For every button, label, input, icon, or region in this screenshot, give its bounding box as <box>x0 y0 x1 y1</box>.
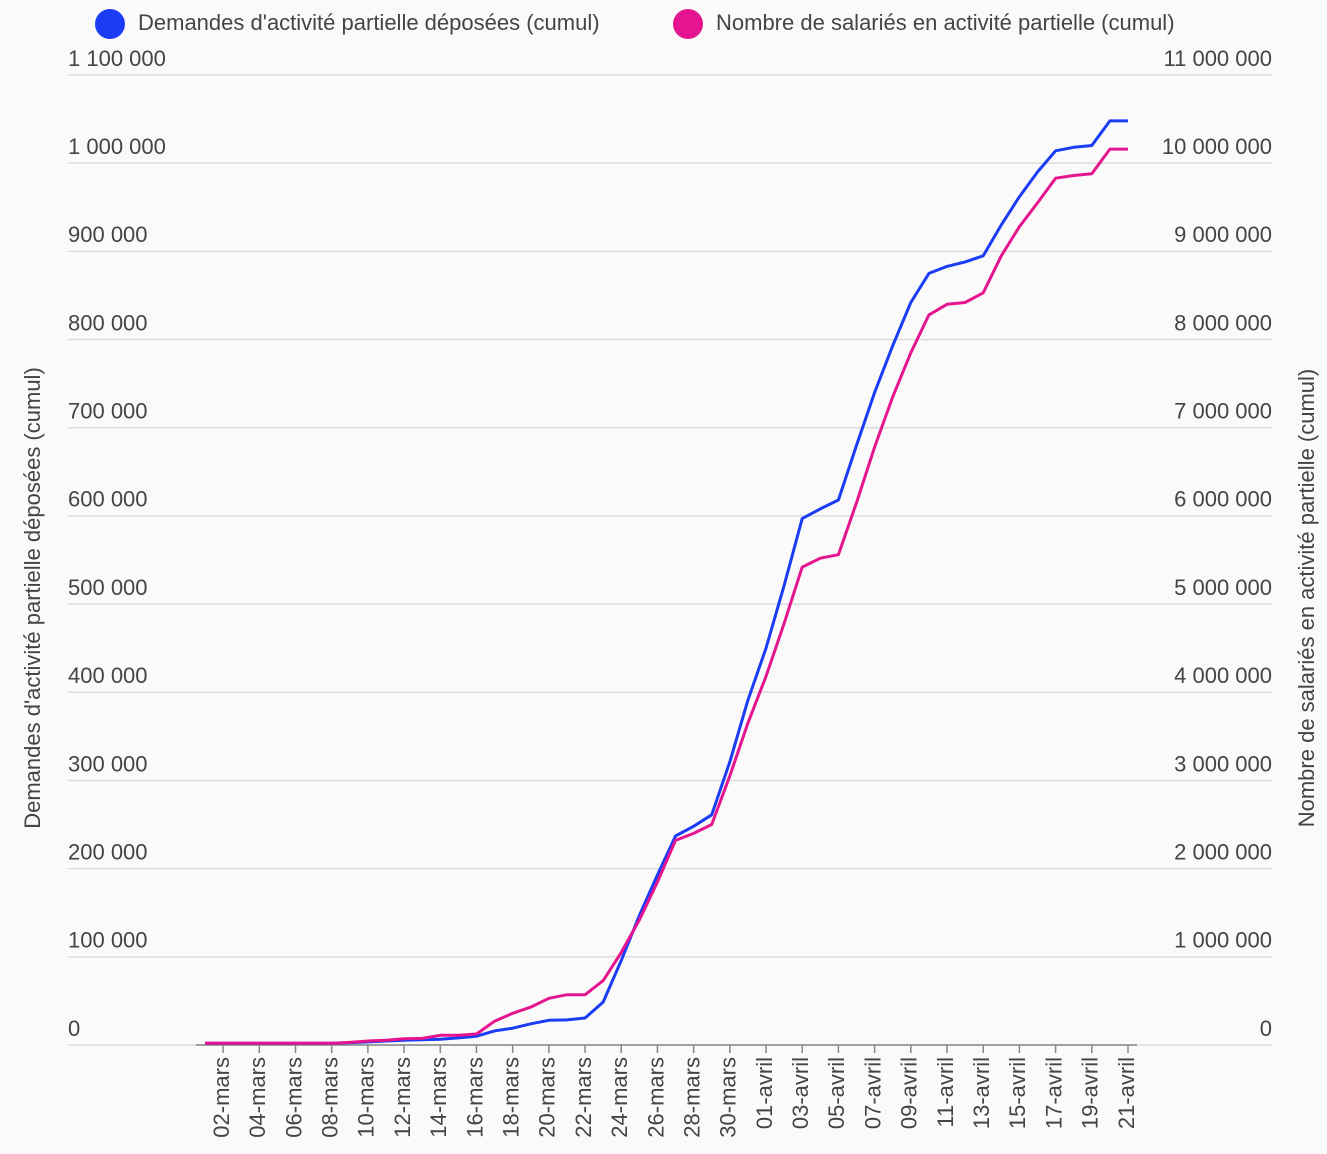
x-tick-label: 20-mars <box>535 1057 560 1138</box>
y2-tick-label: 8 000 000 <box>1174 310 1272 335</box>
y-tick-label: 100 000 <box>68 928 148 953</box>
y2-tick-label: 7 000 000 <box>1174 399 1272 424</box>
y2-tick-label: 10 000 000 <box>1162 134 1272 159</box>
series-line <box>205 147 1128 1045</box>
x-tick-label: 24-mars <box>607 1057 632 1138</box>
x-tick-label: 05-avril <box>824 1057 849 1129</box>
y2-tick-label: 6 000 000 <box>1174 487 1272 512</box>
y2-tick-label: 2 000 000 <box>1174 839 1272 864</box>
x-tick-label: 02-mars <box>209 1057 234 1138</box>
x-tick-label: 19-avril <box>1078 1057 1103 1129</box>
x-tick-label: 09-avril <box>897 1057 922 1129</box>
y2-tick-label: 5 000 000 <box>1174 575 1272 600</box>
y2-tick-label: 4 000 000 <box>1174 663 1272 688</box>
x-tick-label: 07-avril <box>860 1057 885 1129</box>
y-tick-label: 700 000 <box>68 399 148 424</box>
x-tick-label: 15-avril <box>1005 1057 1030 1129</box>
y-tick-label: 1 000 000 <box>68 134 166 159</box>
y-tick-label: 300 000 <box>68 751 148 776</box>
y-tick-label: 500 000 <box>68 575 148 600</box>
y2-axis-title: Nombre de salariés en activité partielle… <box>1294 369 1319 828</box>
legend-label: Nombre de salariés en activité partielle… <box>716 10 1175 35</box>
x-tick-label: 01-avril <box>752 1057 777 1129</box>
x-tick-label: 12-mars <box>390 1057 415 1138</box>
y-axis-title: Demandes d'activité partielle déposées (… <box>20 367 45 829</box>
x-tick-label: 30-mars <box>716 1057 741 1138</box>
x-tick-label: 10-mars <box>354 1057 379 1138</box>
x-tick-label: 11-avril <box>933 1057 958 1128</box>
series-line <box>205 119 1128 1045</box>
y-tick-label: 0 <box>68 1016 80 1041</box>
x-tick-label: 21-avril <box>1114 1057 1139 1129</box>
y-tick-label: 200 000 <box>68 839 148 864</box>
y2-tick-label: 9 000 000 <box>1174 222 1272 247</box>
x-tick-label: 03-avril <box>788 1057 813 1129</box>
y-tick-label: 400 000 <box>68 663 148 688</box>
x-tick-label: 16-mars <box>462 1057 487 1138</box>
y-tick-label: 900 000 <box>68 222 148 247</box>
x-tick-label: 22-mars <box>571 1057 596 1138</box>
x-tick-label: 17-avril <box>1041 1057 1066 1129</box>
legend-label: Demandes d'activité partielle déposées (… <box>138 10 600 35</box>
legend-swatch <box>95 9 125 39</box>
x-tick-label: 28-mars <box>679 1057 704 1138</box>
y-tick-label: 1 100 000 <box>68 46 166 71</box>
x-tick-label: 04-mars <box>245 1057 270 1138</box>
y2-tick-label: 0 <box>1260 1016 1272 1041</box>
x-tick-label: 18-mars <box>498 1057 523 1138</box>
x-tick-label: 13-avril <box>969 1057 994 1129</box>
y2-tick-label: 3 000 000 <box>1174 751 1272 776</box>
y2-tick-label: 1 000 000 <box>1174 928 1272 953</box>
x-tick-label: 08-mars <box>317 1057 342 1138</box>
x-tick-label: 06-mars <box>281 1057 306 1138</box>
x-tick-label: 26-mars <box>643 1057 668 1138</box>
y2-tick-label: 11 000 000 <box>1164 46 1272 71</box>
x-tick-label: 14-mars <box>426 1057 451 1138</box>
legend-swatch <box>673 9 703 39</box>
y-tick-label: 600 000 <box>68 487 148 512</box>
y-tick-label: 800 000 <box>68 310 148 335</box>
